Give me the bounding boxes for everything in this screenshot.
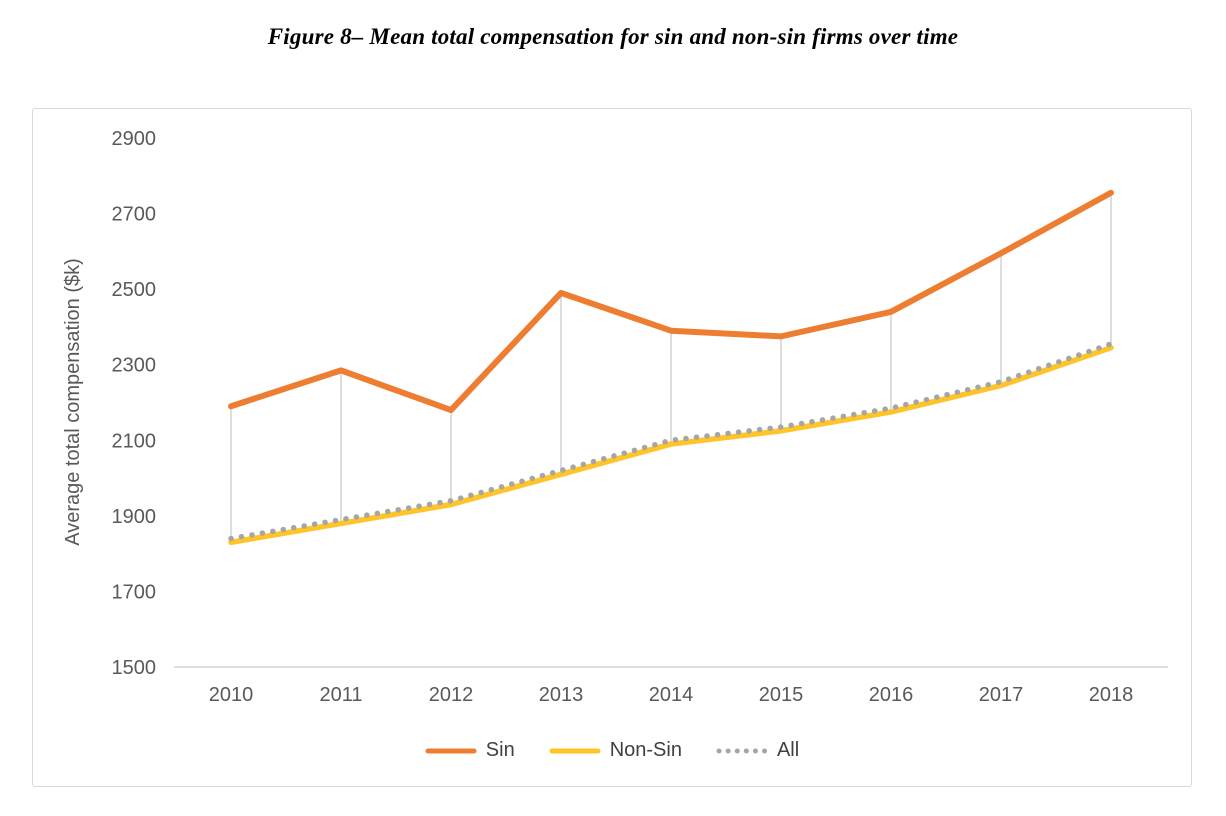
- x-tick-label-2014: 2014: [649, 684, 694, 706]
- y-tick-label-2700: 2700: [112, 204, 157, 226]
- x-tick-label-2015: 2015: [759, 684, 804, 706]
- y-tick-label-1900: 1900: [112, 506, 157, 528]
- y-tick-label-2100: 2100: [112, 430, 157, 452]
- chart-legend: Sin Non-Sin All: [33, 739, 1191, 762]
- legend-label: Non-Sin: [609, 739, 682, 761]
- legend-label: Sin: [485, 739, 515, 761]
- chart-container: 1500 1700 1900 2100 2300 2500 2700 2900 2010 2011…: [32, 108, 1192, 787]
- sin-line: [228, 189, 1114, 414]
- legend-swatch-solid: [425, 748, 477, 753]
- x-tick-label-2017: 2017: [979, 684, 1024, 706]
- x-tick-label-2010: 2010: [209, 684, 254, 706]
- x-tick-label-2011: 2011: [319, 684, 362, 706]
- legend-item-non-sin: Non-Sin: [549, 739, 682, 762]
- y-tick-label-1700: 1700: [112, 581, 157, 603]
- x-tick-label-2012: 2012: [429, 684, 474, 706]
- non-sin-line: [228, 344, 1114, 546]
- legend-label: All: [776, 739, 800, 761]
- x-tick-label-2016: 2016: [869, 684, 914, 706]
- legend-item-all: All: [716, 739, 799, 762]
- y-tick-label-2500: 2500: [112, 279, 157, 301]
- x-tick-label-2018: 2018: [1089, 684, 1134, 706]
- chart-canvas: 1500 1700 1900 2100 2300 2500 2700 2900 2010 2011…: [62, 128, 1168, 706]
- y-tick-label-1500: 1500: [112, 657, 157, 679]
- x-tick-label-2013: 2013: [539, 684, 584, 706]
- legend-swatch-dotted: [716, 748, 768, 753]
- all-line: [228, 341, 1114, 542]
- y-tick-label-2900: 2900: [112, 128, 157, 150]
- legend-item-sin: Sin: [425, 739, 515, 762]
- figure-title: Figure 8– Mean total compensation for si…: [267, 24, 959, 49]
- y-tick-label-2300: 2300: [112, 355, 157, 377]
- y-axis-title: Average total compensation ($k): [62, 258, 84, 546]
- legend-swatch-solid: [549, 748, 601, 753]
